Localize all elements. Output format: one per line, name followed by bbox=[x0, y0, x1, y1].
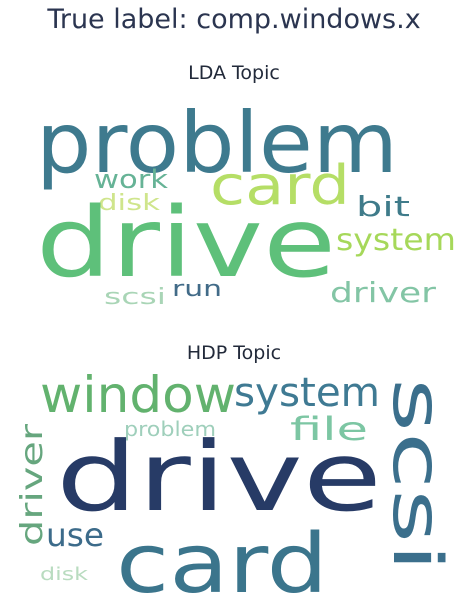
lda-word-bit: bit bbox=[356, 190, 410, 223]
lda-word-work: work bbox=[94, 165, 168, 195]
lda-word-scsi: scsi bbox=[104, 285, 166, 310]
hdp-word-file: file bbox=[290, 410, 368, 448]
figure-title: True label: comp.windows.x bbox=[47, 4, 421, 35]
lda-word-system: system bbox=[336, 223, 456, 258]
hdp-word-window: window bbox=[40, 368, 236, 424]
hdp-word-card: card bbox=[116, 517, 328, 604]
hdp-word-driver: driver bbox=[15, 423, 50, 546]
hdp-word-system: system bbox=[234, 370, 380, 416]
lda-word-drive: drive bbox=[36, 187, 336, 299]
lda-word-driver: driver bbox=[330, 276, 437, 309]
lda-word-cloud: problem card work disk bit drive system … bbox=[0, 90, 468, 320]
hdp-word-cloud: window system file problem driver drive … bbox=[0, 368, 468, 604]
lda-word-card: card bbox=[210, 154, 350, 217]
lda-topic-heading: LDA Topic bbox=[188, 62, 280, 84]
lda-word-problem: problem bbox=[36, 94, 398, 192]
hdp-word-problem: problem bbox=[124, 417, 216, 441]
lda-word-run: run bbox=[172, 277, 222, 302]
hdp-word-scsi: scsi bbox=[377, 378, 456, 572]
hdp-word-disk: disk bbox=[40, 564, 89, 585]
hdp-word-use: use bbox=[46, 516, 104, 554]
lda-word-disk: disk bbox=[98, 191, 160, 216]
hdp-word-drive: drive bbox=[56, 421, 382, 533]
hdp-topic-heading: HDP Topic bbox=[186, 342, 282, 364]
